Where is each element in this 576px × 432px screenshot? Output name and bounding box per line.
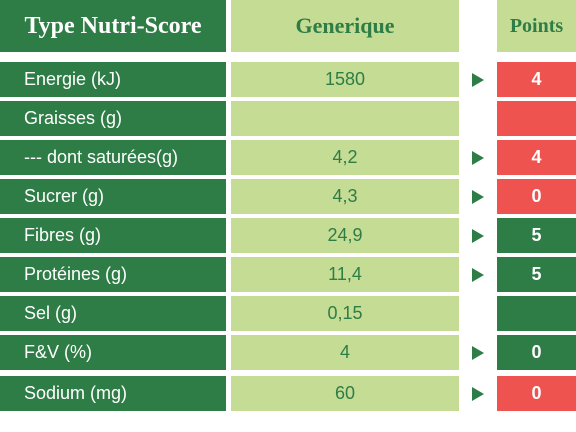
arrow-right-icon xyxy=(466,257,490,292)
row-value: 24,9 xyxy=(231,218,459,253)
header-points: Points xyxy=(497,0,576,52)
row-value: 0,15 xyxy=(231,296,459,331)
row-value: 60 xyxy=(231,376,459,411)
row-value: 4,3 xyxy=(231,179,459,214)
row-points: 0 xyxy=(497,335,576,370)
row-label: F&V (%) xyxy=(0,335,226,370)
row-label: Protéines (g) xyxy=(0,257,226,292)
row-points: 0 xyxy=(497,179,576,214)
row-label: Sucrer (g) xyxy=(0,179,226,214)
arrow-right-icon xyxy=(466,62,490,97)
arrow-right-icon xyxy=(466,218,490,253)
header-generique: Generique xyxy=(231,0,459,52)
row-label: Sodium (mg) xyxy=(0,376,226,411)
row-label: Fibres (g) xyxy=(0,218,226,253)
row-label: Sel (g) xyxy=(0,296,226,331)
row-label: Energie (kJ) xyxy=(0,62,226,97)
arrow-right-icon xyxy=(466,179,490,214)
row-label: --- dont saturées(g) xyxy=(0,140,226,175)
row-points: 0 xyxy=(497,376,576,411)
row-points: 5 xyxy=(497,257,576,292)
row-points: 4 xyxy=(497,62,576,97)
arrow-right-icon xyxy=(466,140,490,175)
arrow-right-icon xyxy=(466,376,490,411)
row-value: 11,4 xyxy=(231,257,459,292)
row-value: 4 xyxy=(231,335,459,370)
row-label: Graisses (g) xyxy=(0,101,226,136)
header-type-nutriscore: Type Nutri-Score xyxy=(0,0,226,52)
row-points: 4 xyxy=(497,140,576,175)
row-value: 4,2 xyxy=(231,140,459,175)
arrow-right-icon xyxy=(466,335,490,370)
row-value: 1580 xyxy=(231,62,459,97)
row-points xyxy=(497,101,576,136)
row-points xyxy=(497,296,576,331)
row-points: 5 xyxy=(497,218,576,253)
row-value xyxy=(231,101,459,136)
